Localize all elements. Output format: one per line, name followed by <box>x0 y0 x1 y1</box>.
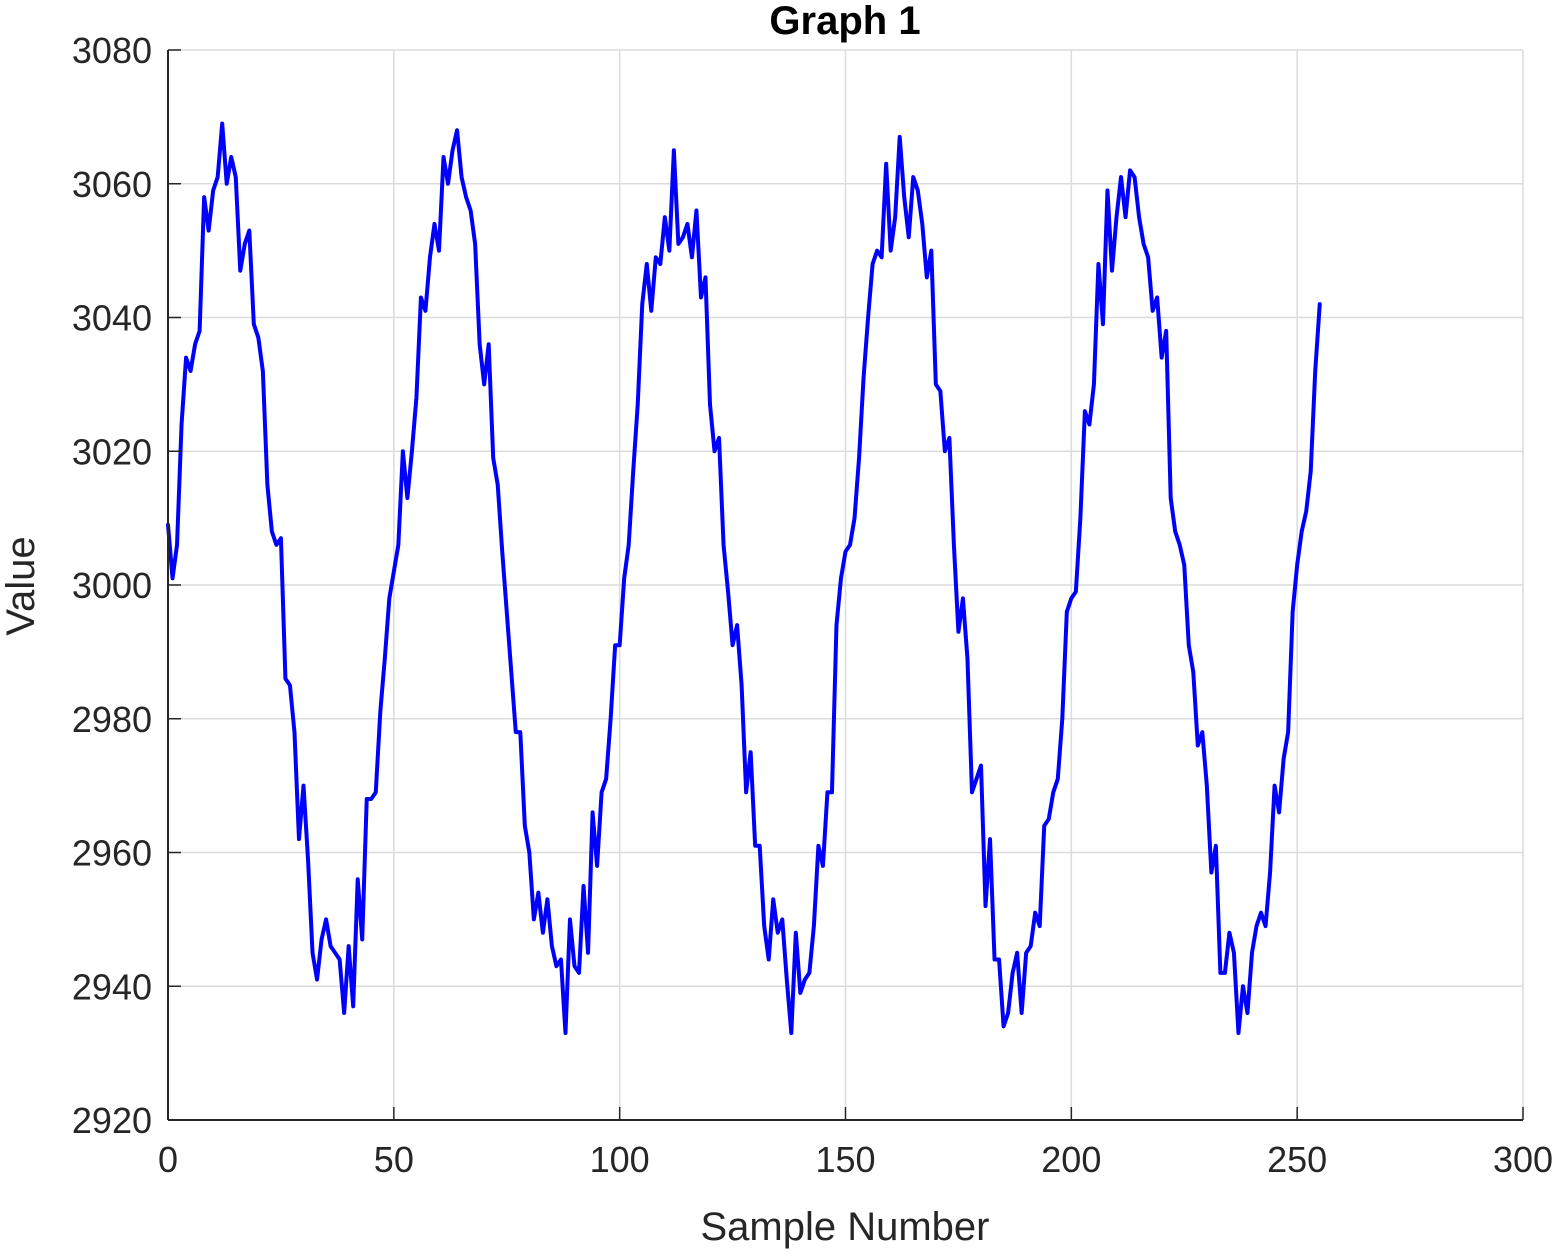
y-tick-label: 3080 <box>72 30 152 71</box>
chart-title: Graph 1 <box>769 0 920 43</box>
y-tick-label: 3020 <box>72 431 152 472</box>
y-axis-label: Value <box>0 536 43 635</box>
x-tick-label: 150 <box>815 1139 875 1180</box>
x-tick-label: 100 <box>590 1139 650 1180</box>
y-tick-label: 3000 <box>72 565 152 606</box>
y-tick-label: 3060 <box>72 164 152 205</box>
x-axis-label: Sample Number <box>700 1205 989 1249</box>
y-tick-label: 2980 <box>72 699 152 740</box>
x-tick-labels: 0 50 100 150 200 250 300 <box>158 1139 1553 1180</box>
x-tick-label: 200 <box>1041 1139 1101 1180</box>
y-tick-label: 2920 <box>72 1100 152 1141</box>
x-tick-label: 50 <box>374 1139 414 1180</box>
series-line <box>166 121 1322 1036</box>
x-tick-label: 0 <box>158 1139 178 1180</box>
y-tick-label: 2960 <box>72 833 152 874</box>
y-tick-labels: 2920 2940 2960 2980 3000 3020 3040 3060 3080 <box>72 30 152 1141</box>
y-tick-label: 2940 <box>72 966 152 1007</box>
series-layer <box>166 121 1322 1036</box>
x-tick-label: 250 <box>1267 1139 1327 1180</box>
y-tick-label: 3040 <box>72 298 152 339</box>
axes <box>167 49 1524 1121</box>
x-tick-label: 300 <box>1493 1139 1553 1180</box>
